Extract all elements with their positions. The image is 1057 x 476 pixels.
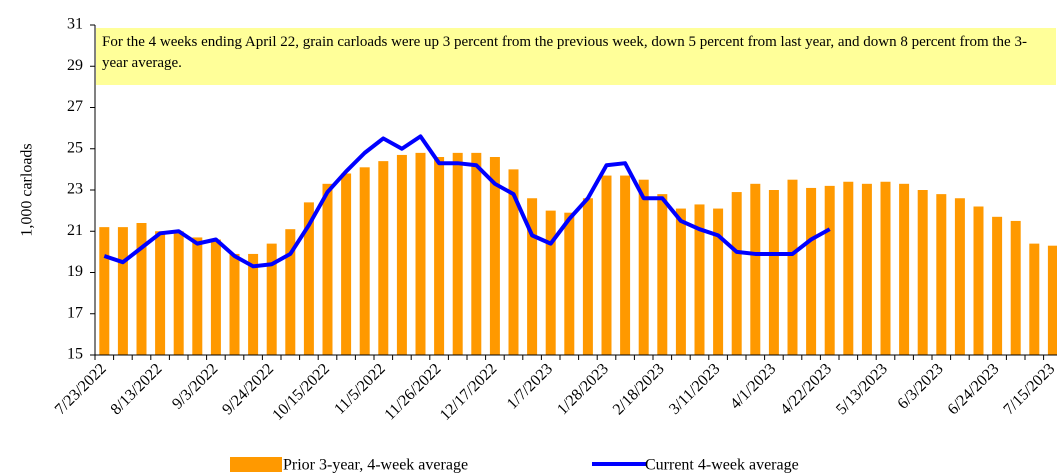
legend-label: Current 4-week average: [645, 457, 799, 474]
bar: [1047, 245, 1057, 355]
y-tick-label: 21: [67, 222, 83, 239]
line: [103, 134, 831, 269]
bar: [675, 208, 686, 355]
y-tick-label: 31: [67, 16, 83, 33]
y-tick-label: 19: [67, 263, 83, 280]
bar: [657, 194, 668, 355]
bar: [694, 204, 705, 355]
y-tick-label: 27: [67, 98, 83, 115]
bar: [861, 183, 872, 355]
x-tick-label: 4/1/2023: [727, 360, 779, 412]
x-tick-label: 12/17/2022: [437, 360, 501, 424]
x-tick-label: 9/24/2022: [219, 360, 277, 418]
bar: [303, 202, 314, 355]
annotation: For the 4 weeks ending April 22, grain c…: [96, 28, 1056, 85]
bar: [638, 179, 649, 355]
bar: [136, 223, 147, 355]
legend-swatch: [230, 457, 282, 472]
bar: [713, 208, 724, 355]
x-tick-label: 6/24/2023: [945, 360, 1003, 418]
bar: [620, 175, 631, 355]
bar: [99, 227, 110, 355]
bar: [452, 152, 463, 355]
x-tick-label: 1/7/2023: [504, 360, 556, 412]
bar: [173, 231, 184, 355]
bar: [806, 187, 817, 355]
bar: [378, 161, 389, 355]
bar: [229, 253, 240, 355]
y-tick-label: 23: [67, 181, 83, 198]
bar: [954, 198, 965, 355]
bar: [508, 169, 519, 355]
x-tick-label: 1/28/2023: [554, 360, 612, 418]
bar: [192, 237, 203, 355]
bar: [117, 227, 128, 355]
bar: [415, 152, 426, 355]
bar: [545, 210, 556, 355]
x-tick-label: 4/22/2023: [777, 360, 835, 418]
y-tick-label: 29: [67, 57, 83, 74]
legend-label: Prior 3-year, 4-week average: [283, 457, 468, 474]
bar: [285, 229, 296, 355]
x-tick-label: 7/23/2022: [52, 360, 110, 418]
y-tick-label: 17: [67, 304, 83, 321]
bar: [266, 243, 277, 355]
y-axis-label: 1,000 carloads: [19, 143, 36, 236]
x-tick-label: 9/3/2022: [169, 360, 221, 412]
y-tick-label: 15: [67, 346, 83, 363]
bar: [396, 154, 407, 355]
bar: [843, 181, 854, 355]
bar: [1010, 220, 1021, 355]
bar: [341, 173, 352, 355]
bar: [992, 216, 1003, 355]
bar: [917, 190, 928, 355]
bar: [936, 194, 947, 355]
x-tick-label: 6/3/2023: [894, 360, 946, 412]
bar: [359, 167, 370, 355]
x-tick-label: 2/18/2023: [610, 360, 668, 418]
bar: [601, 175, 612, 355]
bar: [787, 179, 798, 355]
x-tick-label: 8/13/2022: [108, 360, 166, 418]
bar: [248, 253, 259, 355]
bar: [973, 206, 984, 355]
bar: [582, 198, 593, 355]
x-tick-label: 11/26/2022: [381, 360, 444, 423]
bar: [1029, 243, 1040, 355]
bar: [899, 183, 910, 355]
bar: [880, 181, 891, 355]
x-tick-label: 5/13/2023: [833, 360, 891, 418]
bar: [155, 231, 166, 355]
y-tick-label: 25: [67, 139, 83, 156]
x-tick-label: 10/15/2022: [269, 360, 333, 424]
bar: [527, 198, 538, 355]
bar: [731, 192, 742, 355]
bar: [768, 190, 779, 355]
bar: [434, 157, 445, 355]
x-tick-label: 7/15/2023: [1000, 360, 1057, 418]
bar: [471, 152, 482, 355]
bar: [489, 157, 500, 355]
x-tick-label: 3/11/2023: [666, 360, 723, 417]
bar: [750, 183, 761, 355]
bar: [210, 239, 221, 355]
bar: [564, 212, 575, 355]
x-tick-label: 11/5/2022: [331, 360, 388, 417]
bar: [824, 185, 835, 355]
bar: [322, 183, 333, 355]
